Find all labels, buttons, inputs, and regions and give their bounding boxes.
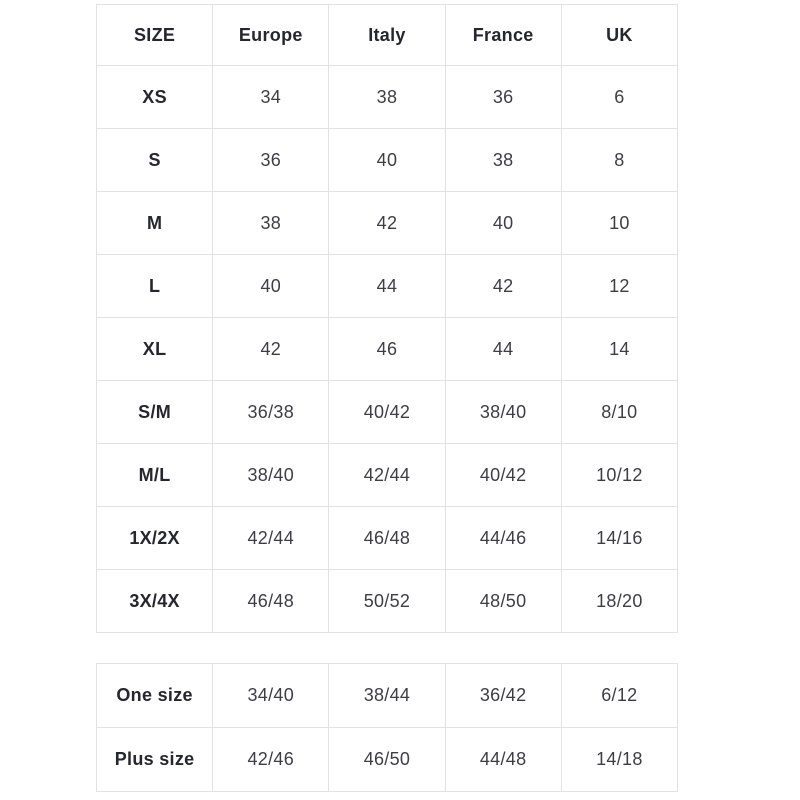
value-cell: 10/12 [560,443,679,507]
size-label-one-size: One size [95,663,214,728]
value-cell: 36 [444,65,562,129]
value-cell: 36/38 [212,380,330,444]
value-cell: 46/50 [328,727,446,792]
size-label-sm: S/M [95,380,214,444]
header-cell-uk: UK [560,4,679,66]
value-cell: 34 [212,65,330,129]
header-cell-france: France [444,4,562,66]
value-cell: 14 [560,317,679,381]
value-cell: 36 [212,128,330,192]
table-row-xl: XL 42 46 44 14 [95,317,679,381]
value-cell: 8/10 [560,380,679,444]
table-row-s: S 36 40 38 8 [95,128,679,192]
value-cell: 34/40 [212,663,330,728]
size-label-xl: XL [95,317,214,381]
value-cell: 48/50 [444,569,562,633]
size-label-l: L [95,254,214,318]
value-cell: 42 [212,317,330,381]
table-row-plus-size: Plus size 42/46 46/50 44/48 14/18 [95,727,679,792]
value-cell: 38 [212,191,330,255]
table-row-xs: XS 34 38 36 6 [95,65,679,129]
size-label-plus-size: Plus size [95,727,214,792]
size-label-s: S [95,128,214,192]
size-label-3x4x: 3X/4X [95,569,214,633]
value-cell: 38 [328,65,446,129]
header-row: SIZE Europe Italy France UK [95,4,679,66]
size-label-xs: XS [95,65,214,129]
value-cell: 46 [328,317,446,381]
value-cell: 40 [328,128,446,192]
size-label-1x2x: 1X/2X [95,506,214,570]
value-cell: 42/44 [328,443,446,507]
special-sizes-table: One size 34/40 38/44 36/42 6/12 Plus siz… [95,663,679,792]
value-cell: 14/18 [560,727,679,792]
header-cell-europe: Europe [212,4,330,66]
value-cell: 14/16 [560,506,679,570]
value-cell: 6/12 [560,663,679,728]
value-cell: 18/20 [560,569,679,633]
value-cell: 42/44 [212,506,330,570]
value-cell: 50/52 [328,569,446,633]
value-cell: 40 [212,254,330,318]
table-row-one-size: One size 34/40 38/44 36/42 6/12 [95,663,679,728]
table-row-l: L 40 44 42 12 [95,254,679,318]
value-cell: 40/42 [328,380,446,444]
size-label-m: M [95,191,214,255]
header-cell-size: SIZE [95,4,214,66]
value-cell: 36/42 [444,663,562,728]
size-conversion-table: SIZE Europe Italy France UK XS 34 38 36 … [95,4,679,633]
size-label-ml: M/L [95,443,214,507]
value-cell: 44 [328,254,446,318]
value-cell: 40/42 [444,443,562,507]
table-row-1x2x: 1X/2X 42/44 46/48 44/46 14/16 [95,506,679,570]
value-cell: 40 [444,191,562,255]
value-cell: 42 [328,191,446,255]
value-cell: 38/44 [328,663,446,728]
value-cell: 38 [444,128,562,192]
value-cell: 38/40 [444,380,562,444]
table-row-3x4x: 3X/4X 46/48 50/52 48/50 18/20 [95,569,679,633]
value-cell: 38/40 [212,443,330,507]
value-cell: 10 [560,191,679,255]
value-cell: 12 [560,254,679,318]
value-cell: 42/46 [212,727,330,792]
table-row-ml: M/L 38/40 42/44 40/42 10/12 [95,443,679,507]
value-cell: 46/48 [328,506,446,570]
table-row-m: M 38 42 40 10 [95,191,679,255]
value-cell: 8 [560,128,679,192]
value-cell: 6 [560,65,679,129]
table-row-sm: S/M 36/38 40/42 38/40 8/10 [95,380,679,444]
value-cell: 44/48 [444,727,562,792]
value-cell: 46/48 [212,569,330,633]
value-cell: 44 [444,317,562,381]
header-cell-italy: Italy [328,4,446,66]
tables-container: SIZE Europe Italy France UK XS 34 38 36 … [95,4,679,792]
value-cell: 42 [444,254,562,318]
value-cell: 44/46 [444,506,562,570]
